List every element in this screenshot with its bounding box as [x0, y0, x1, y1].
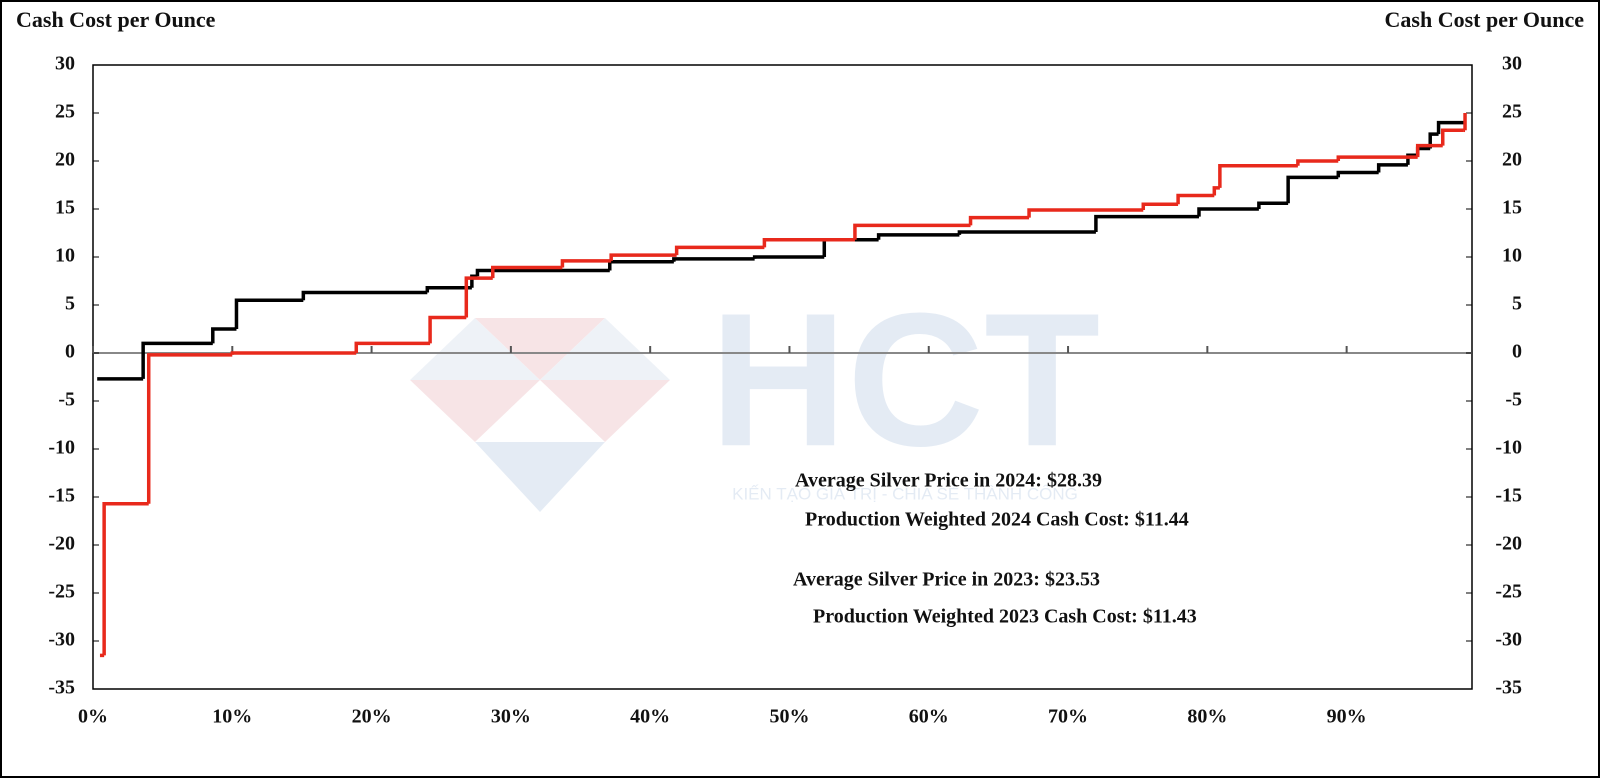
y-tick-label: 20: [55, 149, 75, 171]
step-segment: [1094, 214, 1199, 233]
step-segment: [1428, 132, 1439, 149]
annotation: Average Silver Price in 2023: $23.53: [793, 569, 1100, 591]
x-tick-label: 60%: [909, 706, 949, 728]
step-segment: [674, 245, 765, 256]
step-segment: [609, 253, 677, 261]
x-tick-label: 40%: [630, 706, 670, 728]
watermark-shape: [410, 318, 540, 380]
y-axis-label: Cash Cost per Ounce: [16, 7, 216, 32]
step-segment: [211, 327, 237, 344]
step-segment: [1296, 159, 1339, 166]
step-segment: [672, 257, 755, 262]
step-segment: [1257, 201, 1289, 209]
x-tick-label: 90%: [1327, 706, 1367, 728]
y-tick-label: -35: [48, 677, 75, 699]
watermark-shape: [475, 442, 605, 512]
step-segment: [1406, 153, 1418, 165]
y2-tick-label: 10: [1502, 245, 1522, 267]
step-segment: [957, 230, 1096, 235]
watermark-shape: [540, 380, 670, 442]
step-segment: [234, 298, 304, 329]
step-segment: [752, 255, 825, 259]
step-segment: [141, 341, 213, 379]
step-segment: [470, 274, 478, 288]
step-segment: [475, 268, 610, 277]
y-tick-label: 30: [55, 53, 75, 75]
y-tick-label: -25: [48, 581, 75, 603]
plot-area: [92, 64, 1473, 690]
y-tick-label: 5: [65, 293, 75, 315]
step-segment: [1212, 186, 1220, 196]
step-segment: [464, 276, 493, 318]
step-segment: [1218, 164, 1298, 188]
y-tick-label: -5: [58, 389, 75, 411]
y2-tick-label: -30: [1495, 629, 1522, 651]
y-tick-label: 10: [55, 245, 75, 267]
y-tick-label: -10: [48, 437, 75, 459]
step-segment: [491, 265, 563, 279]
step-segment: [1197, 207, 1259, 217]
watermark-shape: [410, 380, 540, 442]
step-segment: [146, 353, 233, 504]
step-segment: [354, 341, 431, 353]
annotation: Average Silver Price in 2024: $28.39: [795, 470, 1102, 492]
y2-tick-label: -10: [1495, 437, 1522, 459]
y2-tick-label: -35: [1495, 677, 1522, 699]
y2-tick-label: 15: [1502, 197, 1522, 219]
step-segment: [102, 501, 149, 656]
annotation: Production Weighted 2023 Cash Cost: $11.…: [813, 606, 1197, 628]
watermark-logo: HCT: [710, 274, 1100, 486]
step-segment: [1141, 202, 1179, 210]
y2-tick-label: -15: [1495, 485, 1522, 507]
step-segment: [1436, 120, 1464, 135]
step-segment: [1286, 175, 1339, 204]
y2-axis-label: Cash Cost per Ounce: [1385, 7, 1585, 32]
step-segment: [1176, 193, 1215, 205]
step-segment: [876, 233, 960, 240]
x-tick-label: 70%: [1048, 706, 1088, 728]
step-segment: [968, 215, 1030, 226]
y-tick-label: -20: [48, 533, 75, 555]
step-segment: [1376, 163, 1408, 173]
step-segment: [1336, 155, 1418, 161]
step-segment: [428, 315, 467, 344]
watermark: HCT KIẾN TẠO GIÁ TRỊ - CHIA SẺ THÀNH CÔN…: [410, 274, 1100, 512]
step-segment: [853, 223, 971, 240]
y-tick-label: 25: [55, 101, 75, 123]
x-tick-label: 0%: [78, 706, 108, 728]
y2-tick-label: -25: [1495, 581, 1522, 603]
step-segment: [762, 237, 855, 248]
watermark-shape: [540, 318, 670, 380]
y2-tick-label: -20: [1495, 533, 1522, 555]
x-tick-label: 80%: [1187, 706, 1227, 728]
y-tick-label: 0: [65, 341, 75, 363]
x-tick-label: 30%: [491, 706, 531, 728]
step-segment: [560, 259, 612, 268]
x-tick-label: 50%: [769, 706, 809, 728]
step-segment: [425, 285, 472, 293]
y2-tick-label: 5: [1512, 293, 1522, 315]
step-segment: [1441, 128, 1464, 146]
step-segment: [1336, 170, 1379, 178]
step-segment: [230, 351, 357, 355]
x-tick-label: 20%: [352, 706, 392, 728]
y2-tick-label: 30: [1502, 53, 1522, 75]
step-segment: [301, 290, 428, 301]
y-tick-label: -30: [48, 629, 75, 651]
watermark-tagline: KIẾN TẠO GIÁ TRỊ - CHIA SẺ THÀNH CÔNG: [732, 484, 1078, 503]
watermark-shape: [475, 318, 605, 380]
y2-tick-label: 20: [1502, 149, 1522, 171]
y2-tick-label: -5: [1505, 389, 1522, 411]
y-tick-label: -15: [48, 485, 75, 507]
y2-tick-label: 0: [1512, 341, 1522, 363]
annotation: Production Weighted 2024 Cash Cost: $11.…: [805, 509, 1189, 531]
step-segment: [1027, 208, 1144, 218]
x-tick-label: 10%: [212, 706, 252, 728]
y-tick-label: 15: [55, 197, 75, 219]
step-segment: [1415, 143, 1443, 158]
y2-tick-label: 25: [1502, 101, 1522, 123]
